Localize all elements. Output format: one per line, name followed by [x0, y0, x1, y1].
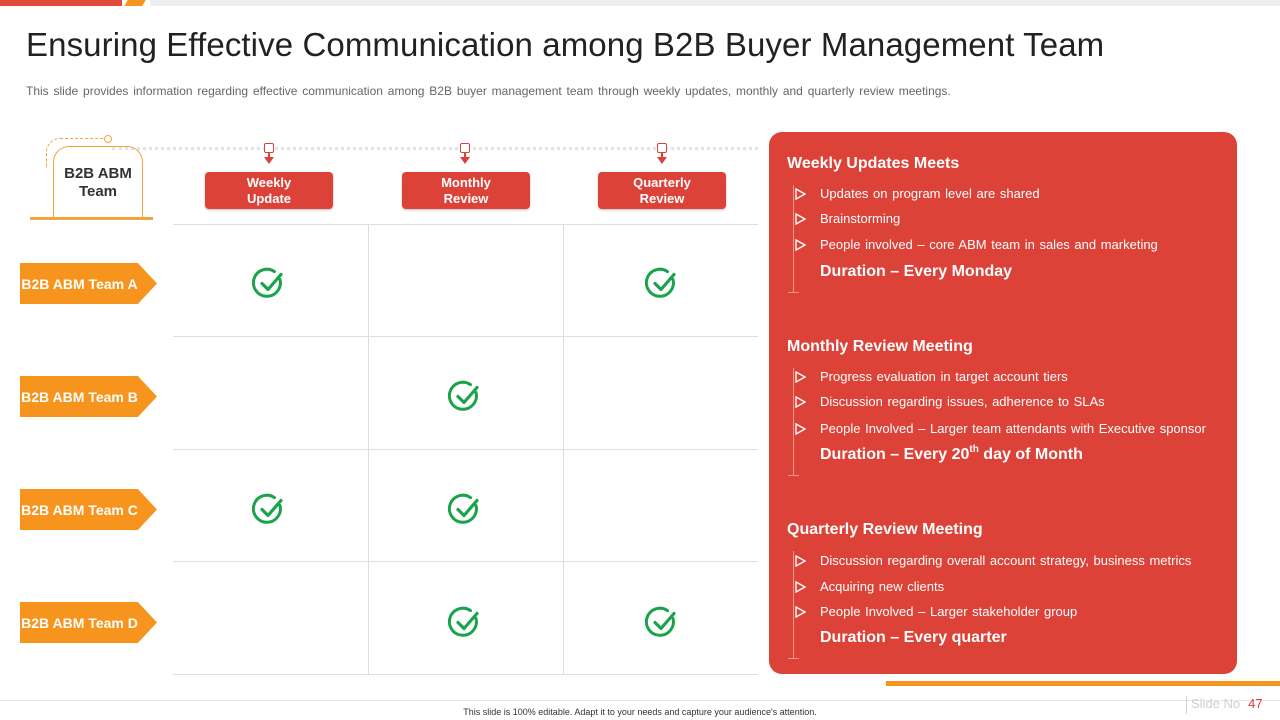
page-subtitle: This slide provides information regardin…: [26, 84, 951, 98]
team-header-underline: [30, 217, 153, 220]
meeting-details-panel: Weekly Updates Meets Updates on program …: [769, 132, 1237, 674]
triangle-bullet-icon: [795, 396, 806, 408]
list-item: Discussion regarding issues, adherence t…: [794, 392, 1224, 412]
triangle-bullet-icon: [795, 423, 806, 435]
decorative-dot: [104, 135, 112, 143]
section-rule-tick: [788, 292, 799, 293]
pin-marker-icon: [460, 143, 470, 165]
row-label-team-b: B2B ABM Team B: [20, 376, 157, 417]
section-rule: [793, 368, 794, 475]
list-item: Updates on program level are shared: [794, 184, 1224, 204]
triangle-bullet-icon: [795, 213, 806, 225]
check-circle-icon: [448, 380, 479, 411]
section-rule: [793, 185, 794, 292]
column-header-monthly-review: Monthly Review: [402, 172, 530, 209]
check-circle-icon: [448, 606, 479, 637]
top-accent-grey: [150, 0, 1280, 6]
slide-number: Slide No 47: [1186, 696, 1263, 714]
pin-marker-icon: [657, 143, 667, 165]
grid-line: [173, 224, 758, 225]
triangle-bullet-icon: [795, 606, 806, 618]
duration-text: Duration – Every Monday: [820, 263, 1013, 280]
list-item: Discussion regarding overall account str…: [794, 551, 1224, 571]
column-header-quarterly-review: Quarterly Review: [598, 172, 726, 209]
duration-text: Duration – Every 20th day of Month: [820, 444, 1083, 463]
triangle-bullet-icon: [795, 371, 806, 383]
list-item: Progress evaluation in target account ti…: [794, 367, 1224, 387]
grid-line: [173, 449, 758, 450]
section-rule: [793, 551, 794, 658]
page-title: Ensuring Effective Communication among B…: [26, 26, 1105, 63]
list-item: Acquiring new clients: [794, 577, 1224, 597]
decorative-dashed-curve: [46, 138, 110, 168]
footer-accent-bar: [886, 681, 1280, 686]
duration-text: Duration – Every quarter: [820, 629, 1007, 646]
triangle-bullet-icon: [795, 555, 806, 567]
check-circle-icon: [645, 267, 676, 298]
triangle-bullet-icon: [795, 581, 806, 593]
top-accent-orange: [124, 0, 146, 6]
team-column-header: B2B ABM Team: [53, 146, 143, 218]
check-circle-icon: [252, 493, 283, 524]
grid-line: [173, 561, 758, 562]
pin-marker-icon: [264, 143, 274, 165]
check-circle-icon: [645, 606, 676, 637]
section-title: Weekly Updates Meets: [787, 155, 960, 172]
section-title: Quarterly Review Meeting: [787, 521, 983, 538]
list-item: People involved – core ABM team in sales…: [794, 235, 1224, 255]
grid-line: [173, 674, 758, 675]
triangle-bullet-icon: [795, 239, 806, 251]
row-label-team-a: B2B ABM Team A: [20, 263, 157, 304]
section-title: Monthly Review Meeting: [787, 338, 973, 355]
footer-divider: [0, 700, 1280, 701]
top-accent-red: [0, 0, 122, 6]
row-label-team-d: B2B ABM Team D: [20, 602, 157, 643]
row-label-team-c: B2B ABM Team C: [20, 489, 157, 530]
decorative-dotted-line: [112, 147, 758, 150]
grid-line: [368, 224, 369, 674]
footer-note: This slide is 100% editable. Adapt it to…: [463, 707, 817, 717]
column-header-weekly-update: Weekly Update: [205, 172, 333, 209]
triangle-bullet-icon: [795, 188, 806, 200]
list-item: Brainstorming: [794, 209, 1224, 229]
grid-line: [563, 224, 564, 674]
check-circle-icon: [252, 267, 283, 298]
section-rule-tick: [788, 475, 799, 476]
check-circle-icon: [448, 493, 479, 524]
list-item: People Involved – Larger team attendants…: [794, 419, 1224, 439]
section-rule-tick: [788, 658, 799, 659]
list-item: People Involved – Larger stakeholder gro…: [794, 602, 1224, 622]
grid-line: [173, 336, 758, 337]
